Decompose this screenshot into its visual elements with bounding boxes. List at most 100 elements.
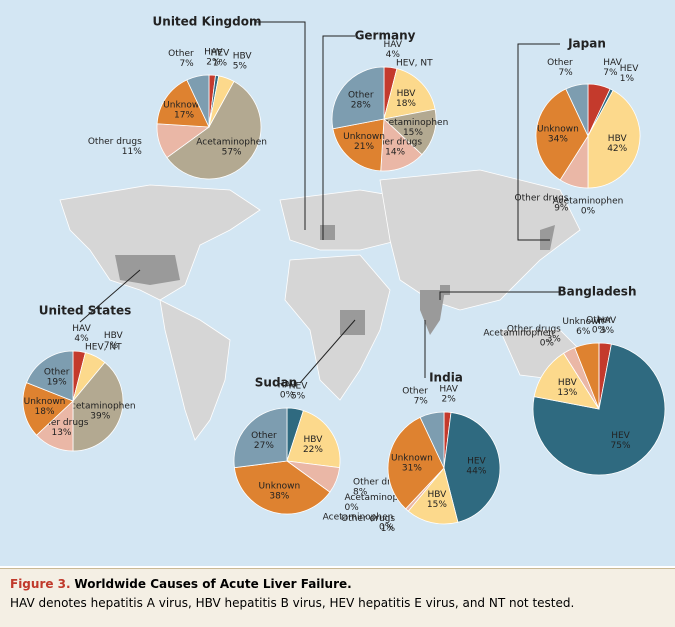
pie-slice (535, 88, 589, 181)
slice-value: 13% (51, 428, 71, 438)
slice-label: Other drugs (341, 514, 395, 524)
slice-label: Other drugs (368, 138, 422, 148)
pie-slice (332, 118, 385, 172)
caption-title-row: Figure 3. Worldwide Causes of Acute Live… (0, 577, 675, 591)
slice-label: Other drugs (507, 325, 561, 335)
slice-label: HEV (289, 381, 308, 391)
caption: Figure 3. Worldwide Causes of Acute Live… (0, 568, 675, 627)
pie-slice (156, 79, 210, 128)
slice-value: 7% (179, 59, 194, 69)
slice-label: HBV (608, 134, 628, 144)
slice-label: HEV (611, 431, 630, 441)
slice-value: 19% (47, 378, 67, 388)
slice-label: HAV (603, 58, 622, 68)
pie-slice (532, 343, 666, 476)
slice-label: Unknown (258, 481, 300, 491)
slice-label: Other drugs (353, 478, 407, 488)
slice-value: 57% (222, 147, 242, 157)
slice-label: Acetaminophen (378, 118, 449, 128)
pie-slice (383, 108, 437, 156)
pie-annotation: HEV, NT (396, 59, 433, 69)
slice-label: HAV (439, 385, 458, 395)
slice-label: HEV (620, 64, 639, 74)
pie-slice (419, 411, 445, 469)
slice-label: Other (251, 431, 277, 441)
slice-label: HBV (397, 89, 417, 99)
pie-slice (233, 460, 331, 515)
slice-label: HBV (233, 52, 253, 62)
slice-label: Unknown (562, 317, 604, 327)
slice-value: 8% (353, 488, 368, 498)
pie-slice (387, 416, 445, 510)
slice-label: Acetaminophen (483, 329, 554, 339)
pie-title: United States (39, 304, 132, 318)
figure-label: Figure 3. (10, 577, 71, 591)
slice-value: 0% (592, 326, 607, 336)
slice-value: 13% (557, 388, 577, 398)
pie-annotation: HEV, NT (85, 343, 122, 353)
slice-value: 4% (386, 50, 401, 60)
pie-slice (166, 80, 262, 180)
pie-slice (331, 66, 385, 130)
slice-label: Acetaminophen (553, 197, 624, 207)
slice-label: HAV (278, 381, 297, 391)
slice-label: HBV (104, 331, 124, 341)
slice-value: 11% (122, 147, 142, 157)
slice-label: Other drugs (515, 194, 569, 204)
pie-slice (233, 407, 288, 469)
slice-label: HAV (384, 40, 403, 50)
slice-value: 1% (213, 58, 228, 68)
pie-slice (25, 350, 74, 402)
slice-value: 17% (174, 111, 194, 121)
highlighted-countries (115, 225, 555, 335)
slice-value: 15% (427, 500, 447, 510)
pie-slice (443, 411, 501, 523)
slice-value: 75% (611, 441, 631, 451)
slice-value: 0% (540, 339, 555, 349)
slice-value: 7% (104, 341, 119, 351)
slice-label: Other drugs (35, 418, 89, 428)
pie-title: United Kingdom (153, 15, 262, 29)
slice-value: 18% (396, 99, 416, 109)
slice-value: 22% (303, 445, 323, 455)
slice-value: 3% (547, 335, 562, 345)
slice-label: Other (168, 49, 194, 59)
pie-title: Bangladesh (557, 285, 636, 299)
slice-label: Unknown (343, 132, 385, 142)
slice-label: Other (402, 386, 428, 396)
slice-label: HAV (598, 316, 617, 326)
slice-label: HEV (211, 48, 230, 58)
pie-slice (22, 382, 74, 436)
slice-value: 28% (351, 100, 371, 110)
pie-title: Japan (567, 37, 606, 51)
slice-label: HEV (467, 456, 486, 466)
map-chart: United KingdomHAV2%HEV1%HBV5%Acetaminoph… (0, 0, 675, 566)
slice-label: Other (44, 368, 70, 378)
slice-value: 18% (35, 407, 55, 417)
pie-slice (186, 74, 210, 128)
slice-value: 27% (254, 441, 274, 451)
slice-value: 0% (379, 522, 394, 532)
landmasses (59, 169, 591, 441)
slice-label: Other (547, 58, 573, 68)
slice-value: 38% (269, 491, 289, 501)
slice-label: HAV (72, 324, 91, 334)
leader-lines (79, 21, 560, 384)
slice-value: 4% (74, 334, 89, 344)
pie-slice (587, 89, 641, 189)
slice-label: HAV (204, 48, 223, 58)
slice-label: Other (348, 90, 374, 100)
slice-value: 1% (620, 74, 635, 84)
slice-value: 7% (558, 68, 573, 78)
slice-value: 31% (402, 463, 422, 473)
pie-slice (565, 83, 589, 137)
slice-value: 34% (548, 135, 568, 145)
slice-value: 7% (414, 396, 429, 406)
slice-value: 14% (385, 148, 405, 158)
pie-slice (383, 68, 436, 120)
slice-label: Other drugs (88, 137, 142, 147)
slice-label: HBV (558, 378, 578, 388)
slice-value: 44% (466, 466, 486, 476)
slice-label: Unknown (391, 453, 433, 463)
